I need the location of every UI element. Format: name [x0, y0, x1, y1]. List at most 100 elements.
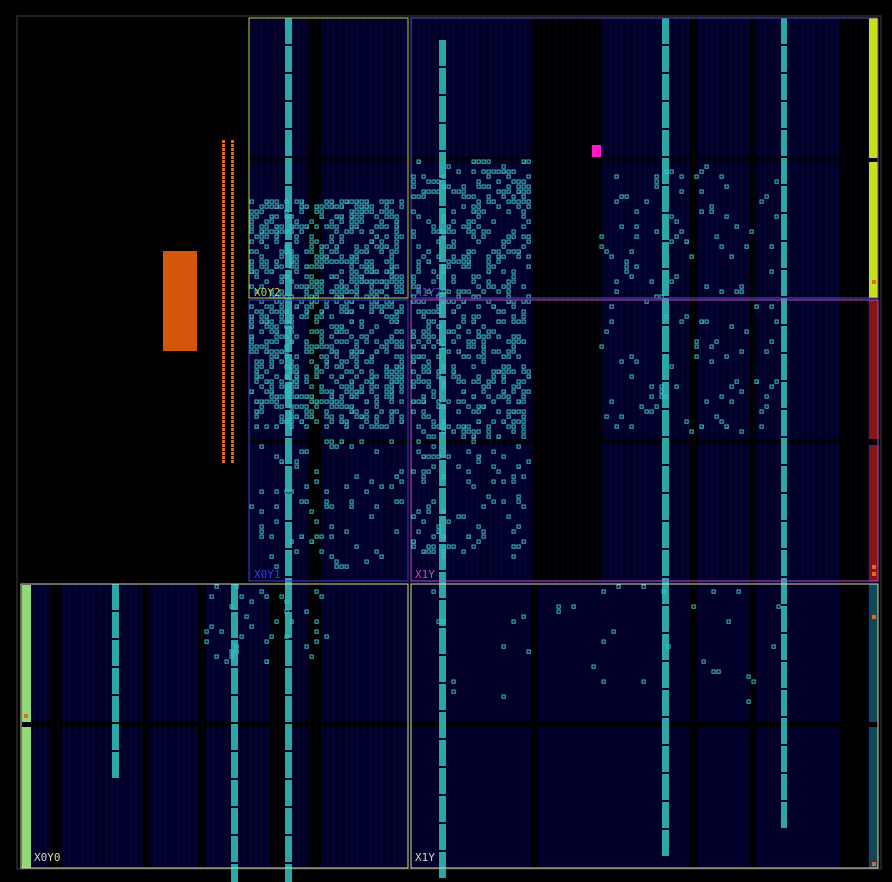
- io-pin-icon[interactable]: [222, 460, 225, 463]
- io-pin-icon[interactable]: [231, 360, 234, 363]
- io-pin-icon[interactable]: [222, 148, 225, 151]
- placed-cell-icon[interactable]: [299, 394, 304, 399]
- placed-cell-icon[interactable]: [374, 424, 379, 429]
- placed-cell-icon[interactable]: [314, 319, 319, 324]
- placed-cell-icon[interactable]: [526, 389, 531, 394]
- placed-cell-icon[interactable]: [259, 224, 264, 229]
- placed-cell-icon[interactable]: [471, 169, 476, 174]
- placed-cell-icon[interactable]: [354, 249, 359, 254]
- placed-cell-icon[interactable]: [294, 219, 299, 224]
- placed-cell-icon[interactable]: [389, 264, 394, 269]
- placed-cell-icon[interactable]: [359, 214, 364, 219]
- io-pin-icon[interactable]: [231, 284, 234, 287]
- placed-cell-icon[interactable]: [389, 384, 394, 389]
- placed-cell-icon[interactable]: [441, 364, 446, 369]
- placed-cell-icon[interactable]: [456, 324, 461, 329]
- placed-cell-icon[interactable]: [389, 369, 394, 374]
- placed-cell-icon[interactable]: [754, 379, 759, 384]
- placed-cell-icon[interactable]: [431, 464, 436, 469]
- placed-cell-icon[interactable]: [289, 419, 294, 424]
- io-pin-icon[interactable]: [222, 248, 225, 251]
- placed-cell-icon[interactable]: [324, 359, 329, 364]
- io-pin-icon[interactable]: [222, 244, 225, 247]
- placed-cell-icon[interactable]: [624, 269, 629, 274]
- placed-cell-icon[interactable]: [249, 624, 254, 629]
- io-pin-icon[interactable]: [872, 565, 876, 569]
- io-pin-icon[interactable]: [222, 168, 225, 171]
- placed-cell-icon[interactable]: [436, 339, 441, 344]
- placed-cell-icon[interactable]: [304, 249, 309, 254]
- io-pin-icon[interactable]: [222, 184, 225, 187]
- placed-cell-icon[interactable]: [359, 424, 364, 429]
- placed-cell-icon[interactable]: [384, 269, 389, 274]
- placed-cell-icon[interactable]: [264, 279, 269, 284]
- placed-cell-icon[interactable]: [334, 339, 339, 344]
- placed-cell-icon[interactable]: [436, 304, 441, 309]
- placed-cell-icon[interactable]: [369, 264, 374, 269]
- placed-cell-icon[interactable]: [516, 379, 521, 384]
- placed-cell-icon[interactable]: [694, 344, 699, 349]
- placed-cell-icon[interactable]: [511, 619, 516, 624]
- placed-cell-icon[interactable]: [264, 204, 269, 209]
- placed-cell-icon[interactable]: [764, 349, 769, 354]
- placed-cell-icon[interactable]: [309, 274, 314, 279]
- placed-cell-icon[interactable]: [339, 414, 344, 419]
- placed-cell-icon[interactable]: [264, 399, 269, 404]
- placed-cell-icon[interactable]: [441, 619, 446, 624]
- placed-cell-icon[interactable]: [309, 359, 314, 364]
- placed-cell-icon[interactable]: [394, 229, 399, 234]
- placed-cell-icon[interactable]: [334, 444, 339, 449]
- placed-cell-icon[interactable]: [684, 239, 689, 244]
- placed-cell-icon[interactable]: [506, 349, 511, 354]
- placed-cell-icon[interactable]: [664, 314, 669, 319]
- placed-cell-icon[interactable]: [294, 364, 299, 369]
- io-pin-icon[interactable]: [231, 152, 234, 155]
- placed-cell-icon[interactable]: [314, 204, 319, 209]
- placed-cell-icon[interactable]: [289, 414, 294, 419]
- placed-cell-icon[interactable]: [416, 354, 421, 359]
- placed-cell-icon[interactable]: [304, 404, 309, 409]
- placed-cell-icon[interactable]: [774, 319, 779, 324]
- placed-cell-icon[interactable]: [324, 489, 329, 494]
- placed-cell-icon[interactable]: [254, 409, 259, 414]
- placed-cell-icon[interactable]: [746, 699, 751, 704]
- placed-cell-icon[interactable]: [344, 389, 349, 394]
- placed-cell-icon[interactable]: [264, 269, 269, 274]
- placed-cell-icon[interactable]: [724, 184, 729, 189]
- placed-cell-icon[interactable]: [496, 204, 501, 209]
- io-pin-icon[interactable]: [222, 276, 225, 279]
- placed-cell-icon[interactable]: [279, 359, 284, 364]
- placed-cell-icon[interactable]: [399, 204, 404, 209]
- placed-cell-icon[interactable]: [451, 339, 456, 344]
- placed-cell-icon[interactable]: [699, 424, 704, 429]
- placed-cell-icon[interactable]: [521, 399, 526, 404]
- placed-cell-icon[interactable]: [314, 399, 319, 404]
- placed-cell-icon[interactable]: [319, 279, 324, 284]
- io-pin-icon[interactable]: [222, 324, 225, 327]
- placed-cell-icon[interactable]: [349, 279, 354, 284]
- placed-cell-icon[interactable]: [249, 219, 254, 224]
- placed-cell-icon[interactable]: [259, 404, 264, 409]
- placed-cell-icon[interactable]: [259, 254, 264, 259]
- placed-cell-icon[interactable]: [254, 399, 259, 404]
- placed-cell-icon[interactable]: [526, 219, 531, 224]
- placed-cell-icon[interactable]: [319, 309, 324, 314]
- placed-cell-icon[interactable]: [411, 279, 416, 284]
- placed-cell-icon[interactable]: [476, 304, 481, 309]
- placed-cell-icon[interactable]: [309, 284, 314, 289]
- placed-cell-icon[interactable]: [384, 339, 389, 344]
- placed-cell-icon[interactable]: [259, 239, 264, 244]
- placed-cell-icon[interactable]: [461, 379, 466, 384]
- placed-cell-icon[interactable]: [516, 524, 521, 529]
- placed-cell-icon[interactable]: [284, 389, 289, 394]
- placed-cell-icon[interactable]: [354, 339, 359, 344]
- placed-cell-icon[interactable]: [384, 374, 389, 379]
- placed-cell-icon[interactable]: [274, 349, 279, 354]
- placed-cell-icon[interactable]: [421, 334, 426, 339]
- placed-cell-icon[interactable]: [431, 334, 436, 339]
- placed-cell-icon[interactable]: [269, 339, 274, 344]
- placed-cell-icon[interactable]: [294, 549, 299, 554]
- placed-cell-icon[interactable]: [466, 289, 471, 294]
- placed-cell-icon[interactable]: [776, 604, 781, 609]
- placed-cell-icon[interactable]: [394, 284, 399, 289]
